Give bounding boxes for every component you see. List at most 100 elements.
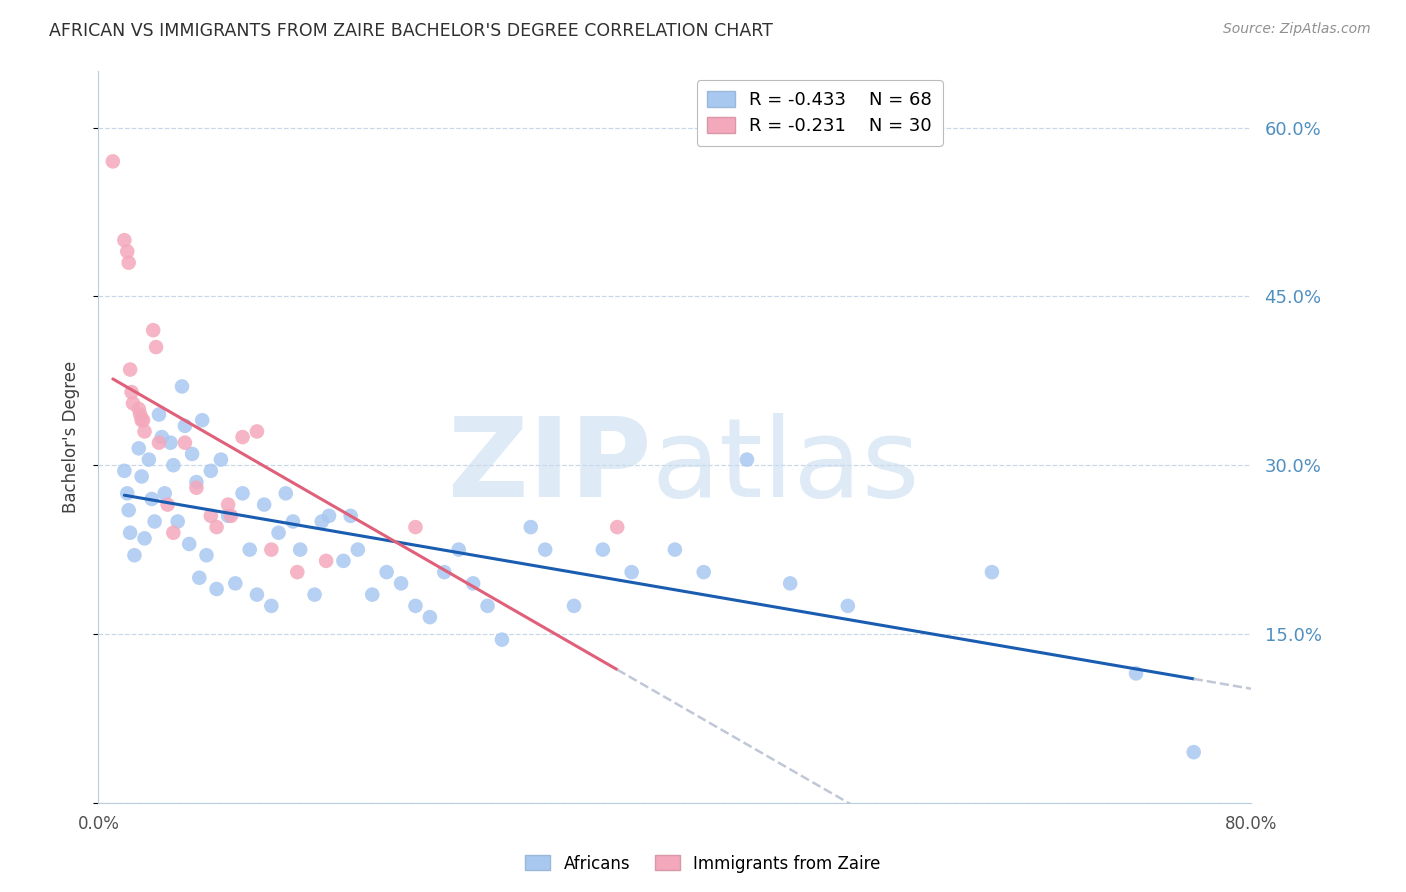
Point [260,599,283,613]
Point [118,503,141,517]
Point [131,413,153,427]
Point [520,520,543,534]
Point [405,520,427,534]
Point [170,379,193,393]
Point [361,588,384,602]
Point [195,548,218,562]
Y-axis label: Bachelor's Degree: Bachelor's Degree [62,361,80,513]
Point [837,599,859,613]
Point [606,520,628,534]
Point [117,486,139,500]
Point [112,464,135,478]
Legend: Africans, Immigrants from Zaire: Africans, Immigrants from Zaire [519,848,887,880]
Point [562,599,585,613]
Point [174,418,197,433]
Point [346,542,368,557]
Text: atlas: atlas [652,413,921,520]
Point [156,498,179,512]
Point [128,442,150,456]
Legend: R = -0.433    N = 68, R = -0.231    N = 30: R = -0.433 N = 68, R = -0.231 N = 30 [696,80,942,145]
Point [162,525,184,540]
Point [200,464,222,478]
Point [239,542,262,557]
Point [148,435,170,450]
Point [148,408,170,422]
Point [664,542,686,557]
Point [129,408,152,422]
Point [134,425,156,439]
Point [186,481,208,495]
Point [592,542,614,557]
Point [267,525,290,540]
Text: Source: ZipAtlas.com: Source: ZipAtlas.com [1223,22,1371,37]
Point [124,548,146,562]
Point [120,362,142,376]
Point [142,323,165,337]
Point [285,565,308,579]
Point [138,452,160,467]
Point [315,554,337,568]
Point [132,413,155,427]
Point [693,565,716,579]
Point [419,610,441,624]
Point [101,154,124,169]
Point [405,599,427,613]
Point [491,632,513,647]
Point [620,565,643,579]
Point [231,486,254,500]
Point [186,475,208,489]
Point [143,515,166,529]
Point [318,508,340,523]
Point [246,588,269,602]
Point [141,491,163,506]
Point [145,340,167,354]
Point [735,452,758,467]
Point [375,565,398,579]
Text: AFRICAN VS IMMIGRANTS FROM ZAIRE BACHELOR'S DEGREE CORRELATION CHART: AFRICAN VS IMMIGRANTS FROM ZAIRE BACHELO… [49,22,773,40]
Point [981,565,1004,579]
Point [281,515,304,529]
Point [290,542,312,557]
Point [174,435,197,450]
Point [181,447,204,461]
Point [1125,666,1147,681]
Text: ZIP: ZIP [449,413,652,520]
Point [122,396,145,410]
Point [188,571,211,585]
Point [253,498,276,512]
Point [433,565,456,579]
Point [120,525,142,540]
Point [389,576,412,591]
Point [150,430,173,444]
Point [260,542,283,557]
Point [118,255,141,269]
Point [246,425,269,439]
Point [339,508,361,523]
Point [779,576,801,591]
Point [461,576,484,591]
Point [274,486,297,500]
Point [231,430,254,444]
Point [205,520,228,534]
Point [179,537,201,551]
Point [209,452,232,467]
Point [112,233,135,247]
Point [311,515,333,529]
Point [219,508,242,523]
Point [134,532,156,546]
Point [159,435,181,450]
Point [128,401,150,416]
Point [477,599,499,613]
Point [166,515,188,529]
Point [217,498,239,512]
Point [332,554,354,568]
Point [117,244,139,259]
Point [1182,745,1205,759]
Point [131,469,153,483]
Point [447,542,470,557]
Point [224,576,246,591]
Point [162,458,184,473]
Point [153,486,176,500]
Point [534,542,557,557]
Point [121,385,143,400]
